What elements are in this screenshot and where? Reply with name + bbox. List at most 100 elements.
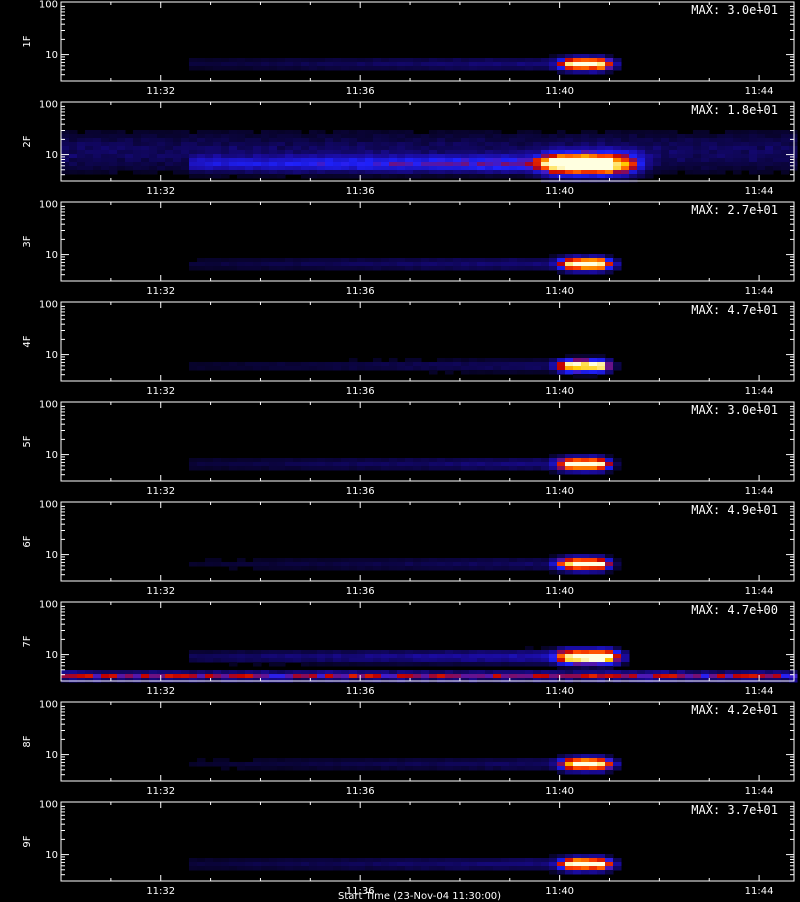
heatmap-cell	[685, 158, 694, 163]
heatmap-cell	[317, 558, 326, 563]
heatmap-cell	[613, 562, 622, 567]
heatmap-cell	[485, 674, 494, 679]
heatmap-cell	[213, 262, 222, 267]
heatmap-cell	[237, 170, 246, 175]
heatmap-cell	[141, 146, 150, 151]
heatmap-cell	[213, 134, 222, 139]
heatmap-cell	[245, 150, 254, 155]
heatmap-cell	[493, 658, 502, 663]
heatmap-cell	[557, 170, 566, 175]
heatmap-cell	[509, 150, 518, 155]
heatmap-cell	[69, 674, 78, 679]
heatmap-cell	[477, 362, 486, 367]
heatmap-cell	[581, 662, 590, 667]
heatmap-cell	[293, 858, 302, 863]
heatmap-cell	[509, 466, 518, 471]
heatmap-cell	[621, 166, 630, 171]
heatmap-cell	[157, 670, 166, 675]
heatmap-cell	[709, 142, 718, 147]
heatmap-cell	[541, 678, 550, 683]
heatmap-cell	[605, 62, 614, 67]
heatmap-cell	[501, 262, 510, 267]
heatmap-cell	[605, 662, 614, 667]
heatmap-cell	[357, 258, 366, 263]
heatmap-cell	[509, 266, 518, 271]
heatmap-cell	[213, 678, 222, 683]
heatmap-cell	[701, 146, 710, 151]
heatmap-cell	[597, 462, 606, 467]
heatmap-cell	[293, 558, 302, 563]
heatmap-cell	[205, 670, 214, 675]
heatmap-cell	[301, 154, 310, 159]
heatmap-cell	[229, 650, 238, 655]
heatmap-cell	[325, 762, 334, 767]
heatmap-cell	[333, 162, 342, 167]
heatmap-cell	[349, 66, 358, 71]
heatmap-cell	[349, 670, 358, 675]
heatmap-cell	[381, 562, 390, 567]
heatmap-cell	[365, 130, 374, 135]
heatmap-cell	[445, 566, 454, 571]
heatmap-cell	[557, 166, 566, 171]
heatmap-cell	[613, 162, 622, 167]
heatmap-cell	[749, 670, 758, 675]
heatmap-cell	[317, 858, 326, 863]
heatmap-cell	[493, 678, 502, 683]
heatmap-cell	[565, 370, 574, 375]
heatmap-cell	[533, 58, 542, 63]
heatmap-cell	[389, 858, 398, 863]
heatmap-cell	[117, 162, 126, 167]
heatmap-cell	[429, 766, 438, 771]
heatmap-cell	[589, 170, 598, 175]
heatmap-cell	[469, 154, 478, 159]
heatmap-cell	[429, 758, 438, 763]
heatmap-cell	[277, 142, 286, 147]
heatmap-cell	[605, 70, 614, 75]
heatmap-cell	[501, 170, 510, 175]
heatmap-cell	[165, 678, 174, 683]
heatmap-cell	[405, 466, 414, 471]
heatmap-cell	[469, 170, 478, 175]
x-tick-label: 11:44	[745, 286, 774, 297]
heatmap-cell	[357, 862, 366, 867]
heatmap-cell	[453, 170, 462, 175]
heatmap-cell	[69, 670, 78, 675]
heatmap-cell	[349, 858, 358, 863]
heatmap-cell	[549, 854, 558, 859]
heatmap-cell	[557, 154, 566, 159]
heatmap-cell	[261, 678, 270, 683]
heatmap-cell	[365, 138, 374, 143]
heatmap-cell	[477, 466, 486, 471]
heatmap-cell	[197, 562, 206, 567]
heatmap-cell	[301, 650, 310, 655]
heatmap-cell	[61, 678, 70, 683]
heatmap-cell	[189, 462, 198, 467]
heatmap-cell	[85, 170, 94, 175]
heatmap-cell	[429, 558, 438, 563]
heatmap-cell	[605, 558, 614, 563]
heatmap-cell	[245, 62, 254, 67]
heatmap-cell	[421, 766, 430, 771]
heatmap-cell	[685, 150, 694, 155]
heatmap-cell	[373, 158, 382, 163]
heatmap-cell	[645, 130, 654, 135]
heatmap-cell	[277, 670, 286, 675]
heatmap-cell	[573, 570, 582, 575]
heatmap-cell	[445, 170, 454, 175]
heatmap-cell	[621, 650, 630, 655]
heatmap-cell	[509, 66, 518, 71]
heatmap-cell	[485, 266, 494, 271]
heatmap-cell	[581, 646, 590, 651]
heatmap-cell	[373, 674, 382, 679]
heatmap-cell	[205, 558, 214, 563]
heatmap-cell	[229, 150, 238, 155]
heatmap-cell	[573, 462, 582, 467]
heatmap-cell	[349, 662, 358, 667]
heatmap-cell	[437, 158, 446, 163]
heatmap-cell	[61, 166, 70, 171]
heatmap-cell	[349, 562, 358, 567]
heatmap-cell	[317, 650, 326, 655]
x-tick-label: 11:36	[346, 86, 375, 97]
heatmap-cell	[533, 758, 542, 763]
